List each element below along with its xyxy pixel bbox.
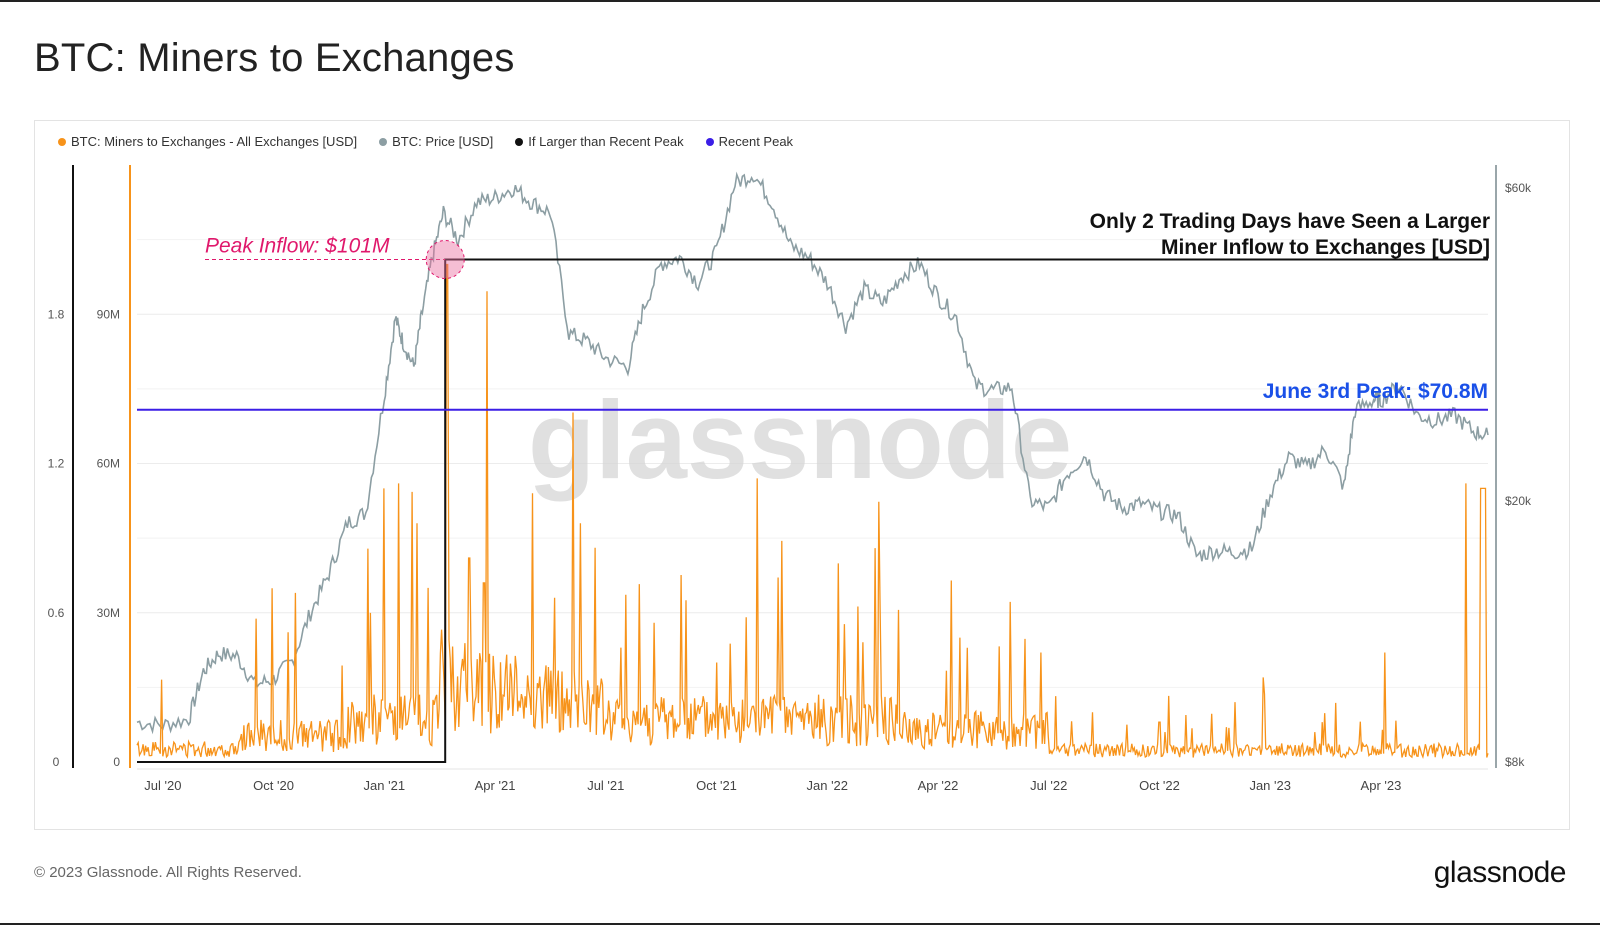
axis-left-outer: 0 0.6 1.2 1.8 bbox=[48, 307, 65, 769]
x-tick-label: Jan '21 bbox=[364, 778, 406, 793]
y-tick-price: $8k bbox=[1505, 755, 1525, 769]
x-tick-label: Oct '20 bbox=[253, 778, 294, 793]
page-title: BTC: Miners to Exchanges bbox=[34, 36, 515, 80]
legend-dot-recent-peak bbox=[705, 137, 714, 146]
legend-item-larger[interactable]: If Larger than Recent Peak bbox=[515, 134, 684, 149]
legend-dot-price bbox=[379, 137, 388, 146]
y-tick-usd: 60M bbox=[97, 457, 120, 471]
gridlines bbox=[137, 239, 1488, 688]
x-tick-label: Oct '21 bbox=[696, 778, 737, 793]
peak-inflow-annotation: Peak Inflow: $101M bbox=[205, 235, 390, 258]
legend-label-recent-peak: Recent Peak bbox=[718, 134, 794, 149]
x-tick-label: Apr '23 bbox=[1361, 778, 1402, 793]
top-frame-line bbox=[0, 0, 1600, 2]
watermark: glassnode bbox=[528, 379, 1072, 502]
y-tick-usd: 90M bbox=[97, 307, 120, 321]
bottom-frame-line bbox=[0, 923, 1600, 925]
y-tick-outer: 1.8 bbox=[48, 307, 65, 321]
chart-legend: BTC: Miners to Exchanges - All Exchanges… bbox=[58, 134, 793, 149]
x-tick-label: Jul '21 bbox=[587, 778, 624, 793]
y-tick-outer: 1.2 bbox=[48, 457, 65, 471]
legend-dot-larger bbox=[515, 137, 524, 146]
trading-days-annotation-line2: Miner Inflow to Exchanges [USD] bbox=[1161, 236, 1490, 259]
y-tick-usd: 0 bbox=[113, 755, 120, 769]
x-tick-label: Apr '21 bbox=[475, 778, 516, 793]
legend-item-inflow[interactable]: BTC: Miners to Exchanges - All Exchanges… bbox=[58, 134, 357, 149]
glassnode-logo[interactable]: glassnode bbox=[1433, 856, 1567, 889]
series-price-line bbox=[136, 171, 1489, 735]
y-tick-outer: 0.6 bbox=[48, 606, 65, 620]
legend-label-inflow: BTC: Miners to Exchanges - All Exchanges… bbox=[71, 134, 358, 149]
legend-label-larger: If Larger than Recent Peak bbox=[528, 134, 684, 149]
june-peak-annotation: June 3rd Peak: $70.8M bbox=[1263, 380, 1488, 403]
x-tick-label: Jan '22 bbox=[807, 778, 849, 793]
y-tick-usd: 30M bbox=[97, 606, 120, 620]
x-axis-ticks: Jul '20 Oct '20 Jan '21 Apr '21 Jul '21 Oct '… bbox=[144, 778, 1401, 793]
legend-label-price: BTC: Price [USD] bbox=[392, 134, 494, 149]
series-larger-line bbox=[137, 258, 1488, 763]
x-tick-label: Jul '22 bbox=[1030, 778, 1067, 793]
series-inflow-line bbox=[136, 263, 1489, 760]
axis-right-price: $8k $20k $60k bbox=[1505, 181, 1532, 769]
x-tick-label: Apr '22 bbox=[918, 778, 959, 793]
y-tick-price: $60k bbox=[1505, 181, 1532, 195]
peak-annotation-circle bbox=[425, 240, 465, 280]
x-tick-label: Jul '20 bbox=[144, 778, 181, 793]
legend-item-price[interactable]: BTC: Price [USD] bbox=[379, 134, 493, 149]
legend-item-recent-peak[interactable]: Recent Peak bbox=[705, 134, 794, 149]
legend-dot-inflow bbox=[58, 137, 66, 146]
x-tick-label: Jan '23 bbox=[1249, 778, 1291, 793]
copyright-text: © 2023 Glassnode. All Rights Reserved. bbox=[34, 864, 302, 881]
y-tick-price: $20k bbox=[1505, 494, 1532, 508]
y-tick-outer: 0 bbox=[53, 755, 60, 769]
axis-left-usd: 0 30M 60M 90M bbox=[97, 307, 121, 769]
x-tick-label: Oct '22 bbox=[1139, 778, 1180, 793]
trading-days-annotation-line1: Only 2 Trading Days have Seen a Larger bbox=[1090, 210, 1490, 233]
